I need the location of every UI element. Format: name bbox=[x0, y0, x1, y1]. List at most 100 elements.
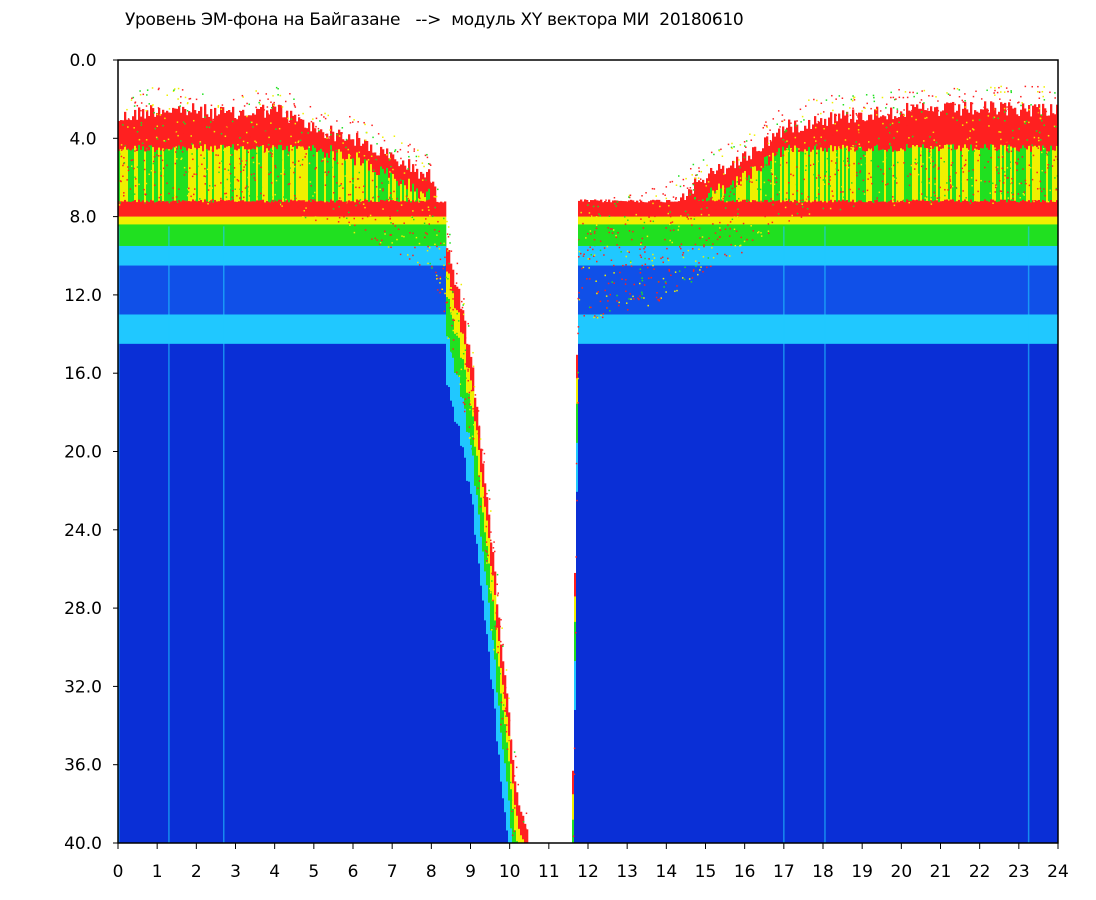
spectrogram-column bbox=[766, 136, 769, 843]
spectrogram-column bbox=[218, 114, 221, 843]
spectrogram-column bbox=[984, 101, 987, 843]
spectrogram-column bbox=[972, 114, 975, 843]
spectrogram-column bbox=[164, 112, 167, 843]
spectrogram-column bbox=[454, 284, 457, 843]
spectrogram-column bbox=[490, 542, 493, 843]
spectrogram-column bbox=[1056, 104, 1058, 843]
spectrogram-column bbox=[356, 132, 359, 843]
spectrogram-column bbox=[124, 111, 127, 843]
spectrogram-column bbox=[428, 169, 431, 843]
spectrogram-column bbox=[930, 106, 933, 843]
spectrogram-column bbox=[954, 112, 957, 843]
spectrogram-column bbox=[886, 119, 889, 843]
spectrogram-column bbox=[1008, 102, 1011, 843]
spectrogram-column bbox=[604, 201, 607, 843]
spectrogram-column bbox=[838, 113, 841, 843]
x-tick-label: 22 bbox=[969, 862, 991, 882]
x-tick-label: 14 bbox=[656, 862, 678, 882]
spectrogram-column bbox=[444, 201, 447, 843]
spectrogram-column bbox=[450, 263, 453, 843]
spectrogram-column bbox=[968, 112, 971, 843]
spectrogram-column bbox=[722, 165, 725, 843]
spectrogram-column bbox=[814, 116, 817, 843]
spectrogram-column bbox=[730, 165, 733, 843]
spectrogram-column bbox=[390, 152, 393, 843]
spectrogram-column bbox=[318, 131, 321, 843]
spectrogram-column bbox=[180, 112, 183, 843]
spectrogram-column bbox=[262, 104, 265, 843]
spectrogram-column bbox=[964, 101, 967, 843]
spectrogram-column bbox=[462, 310, 465, 843]
spectrogram-column bbox=[236, 119, 239, 843]
spectrogram-column bbox=[874, 109, 877, 843]
spectrogram-column bbox=[684, 200, 687, 843]
spectrogram-column bbox=[170, 112, 173, 843]
spectrogram-column bbox=[332, 131, 335, 843]
spectrogram-column bbox=[808, 119, 811, 843]
spectrogram-column bbox=[418, 178, 421, 843]
x-tick-label: 17 bbox=[773, 862, 795, 882]
spectrogram-column bbox=[1000, 102, 1003, 843]
spectrogram-column bbox=[796, 124, 799, 843]
spectrogram-column bbox=[770, 141, 773, 843]
spectrogram-column bbox=[238, 115, 241, 843]
spectrogram-column bbox=[476, 406, 479, 843]
spectrogram-column bbox=[678, 201, 681, 843]
spectrogram-column bbox=[748, 155, 751, 843]
spectrogram-column bbox=[242, 109, 245, 843]
spectrogram-column bbox=[206, 114, 209, 843]
spectrogram-column bbox=[790, 126, 793, 843]
spectrogram-column bbox=[828, 117, 831, 843]
spectrogram-column bbox=[316, 132, 319, 843]
spectrogram-column bbox=[348, 134, 351, 843]
spectrogram-column bbox=[726, 168, 729, 843]
spectrogram-column bbox=[880, 116, 883, 843]
spectrogram-column bbox=[380, 146, 383, 843]
spectrogram-column bbox=[960, 115, 963, 843]
spectrogram-column bbox=[458, 288, 461, 843]
x-tick-label: 10 bbox=[499, 862, 521, 882]
spectrogram-column bbox=[522, 815, 525, 843]
spectrogram-column bbox=[668, 200, 671, 843]
spectrogram-column bbox=[584, 199, 587, 843]
spectrogram-column bbox=[922, 102, 925, 843]
spectrogram-column bbox=[376, 155, 379, 843]
spectrogram-column bbox=[572, 770, 575, 843]
spectrogram-column bbox=[844, 115, 847, 843]
spectrogram-column bbox=[1022, 103, 1025, 843]
spectrogram-column bbox=[692, 193, 695, 843]
spectrogram-column bbox=[804, 125, 807, 843]
spectrogram-column bbox=[720, 168, 723, 843]
spectrogram-column bbox=[686, 196, 689, 843]
x-tick-label: 11 bbox=[538, 862, 560, 882]
spectrogram-column bbox=[268, 114, 271, 843]
spectrogram-column bbox=[724, 174, 727, 843]
spectrogram-column bbox=[480, 448, 483, 843]
spectrogram-column bbox=[506, 693, 509, 843]
spectrogram-column bbox=[750, 159, 753, 843]
spectrogram-column bbox=[340, 132, 343, 843]
spectrogram-column bbox=[156, 112, 159, 843]
spectrogram-column bbox=[338, 129, 341, 843]
spectrogram-column bbox=[576, 354, 579, 843]
x-tick-label: 12 bbox=[577, 862, 599, 882]
spectrogram-column bbox=[990, 101, 993, 843]
spectrogram-column bbox=[314, 128, 317, 843]
x-tick-label: 13 bbox=[616, 862, 638, 882]
spectrogram-column bbox=[414, 171, 417, 843]
spectrogram-column bbox=[622, 201, 625, 843]
spectrogram-column bbox=[398, 166, 401, 843]
spectrogram-column bbox=[616, 200, 619, 843]
spectrogram-column bbox=[520, 811, 523, 843]
spectrogram-column bbox=[174, 108, 177, 843]
spectrogram-column bbox=[632, 200, 635, 843]
spectrogram-column bbox=[406, 169, 409, 843]
spectrogram-column bbox=[194, 110, 197, 843]
spectrogram-column bbox=[276, 111, 279, 843]
spectrogram-column bbox=[510, 740, 513, 843]
spectrogram-column bbox=[732, 160, 735, 843]
spectrogram-column bbox=[910, 111, 913, 843]
spectrogram-column bbox=[652, 199, 655, 843]
spectrogram-column bbox=[606, 201, 609, 843]
y-tick-label: 40.0 bbox=[64, 834, 102, 854]
